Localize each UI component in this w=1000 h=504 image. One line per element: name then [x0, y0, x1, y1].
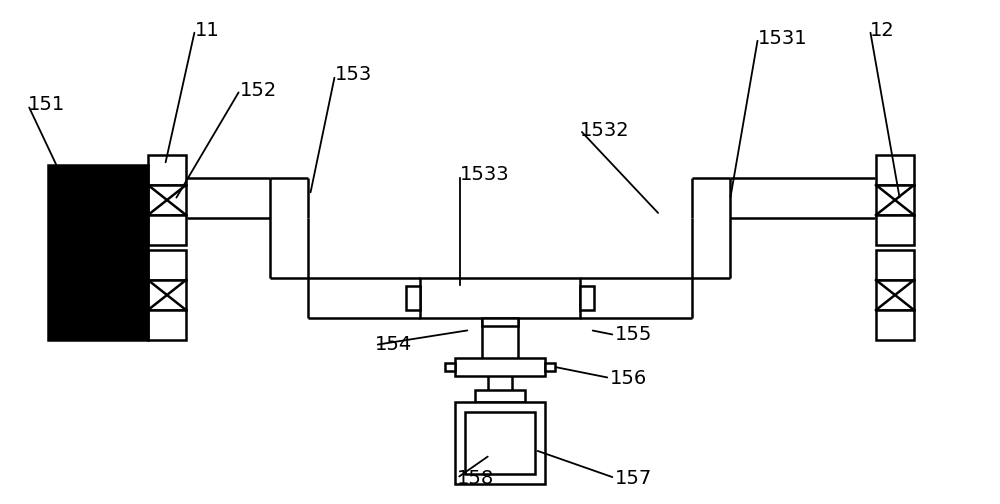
Bar	[148, 280, 186, 310]
Text: 12: 12	[870, 21, 895, 39]
Text: 152: 152	[240, 81, 277, 99]
Text: 11: 11	[195, 21, 220, 39]
Bar	[465, 412, 535, 474]
Text: 156: 156	[610, 368, 647, 388]
Bar	[580, 286, 594, 310]
Text: 153: 153	[335, 66, 372, 85]
Bar	[876, 280, 914, 310]
Bar	[148, 215, 186, 245]
Bar	[455, 358, 545, 376]
Bar	[876, 215, 914, 245]
Text: 151: 151	[28, 95, 65, 114]
Bar	[876, 250, 914, 280]
Bar	[148, 185, 186, 215]
Text: 155: 155	[615, 326, 652, 345]
Text: 1531: 1531	[758, 29, 808, 47]
Bar	[455, 402, 545, 484]
Text: 1532: 1532	[580, 120, 630, 140]
Bar	[148, 155, 186, 185]
Text: 157: 157	[615, 469, 652, 487]
Text: 154: 154	[375, 336, 412, 354]
Bar	[545, 363, 555, 371]
Bar	[48, 165, 148, 340]
Bar	[406, 286, 420, 310]
Bar	[876, 185, 914, 215]
Bar	[876, 310, 914, 340]
Text: 158: 158	[457, 469, 494, 487]
Bar	[445, 363, 455, 371]
Bar	[148, 310, 186, 340]
Text: 1533: 1533	[460, 165, 510, 184]
Bar	[420, 278, 580, 318]
Bar	[475, 390, 525, 402]
Bar	[148, 250, 186, 280]
Bar	[876, 155, 914, 185]
Bar	[482, 318, 518, 326]
